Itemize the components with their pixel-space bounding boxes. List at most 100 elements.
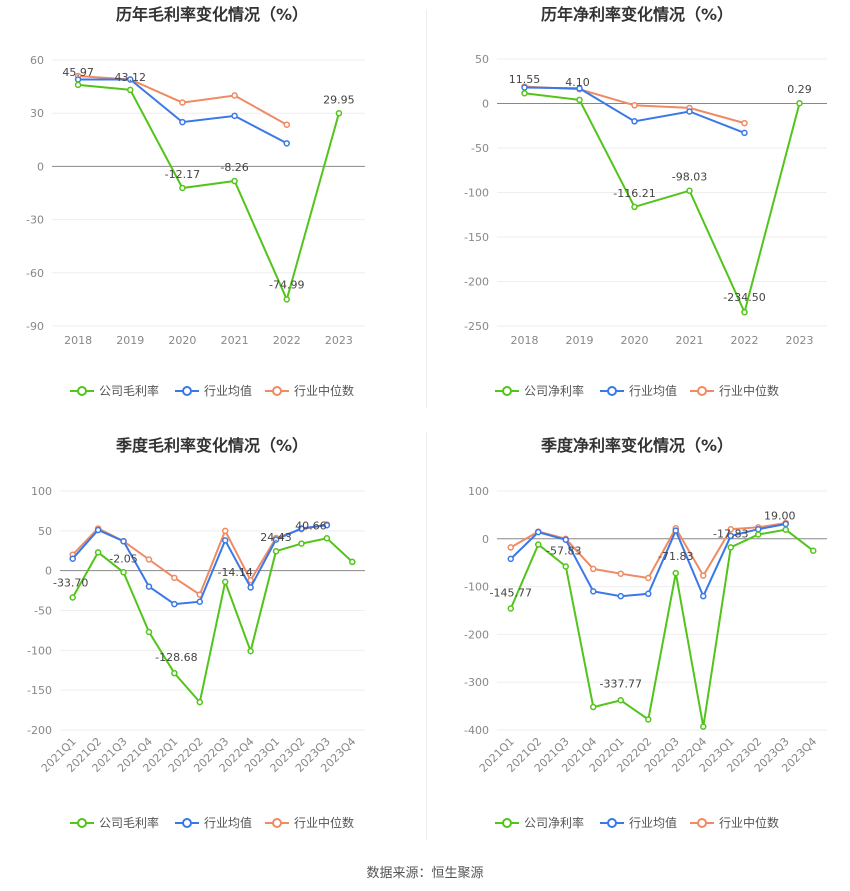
- y-tick-label: -50: [471, 142, 489, 155]
- x-tick-label: 2023: [786, 334, 814, 347]
- chart-title: 历年净利率变化情况（%）: [541, 5, 733, 24]
- data-point: [645, 716, 652, 723]
- data-point: [94, 526, 102, 534]
- data-source-note: 数据来源：恒生聚源: [366, 866, 484, 881]
- data-label: -98.03: [672, 171, 707, 184]
- data-point: [686, 108, 693, 115]
- data-point: [120, 569, 127, 576]
- data-label: 0.29: [787, 83, 812, 96]
- data-label: -12.17: [165, 168, 200, 181]
- x-tick-label: 2022: [731, 334, 759, 347]
- data-point: [247, 647, 254, 655]
- legend-label: 行业中位数: [294, 383, 354, 398]
- data-point: [179, 184, 186, 192]
- annual-gross-margin-chart: 历年毛利率变化情况（%） 60 30 0 -30 -60 -90 2018 2019 2020 20…: [26, 5, 365, 398]
- data-point: [283, 121, 290, 128]
- data-label: 45.97: [62, 66, 94, 79]
- data-point: [171, 600, 178, 608]
- y-tick-label: 0: [482, 533, 489, 546]
- data-point: [127, 76, 134, 83]
- data-point: [69, 594, 76, 601]
- data-point: [727, 532, 734, 540]
- y-tick-label: -150: [464, 231, 489, 244]
- data-point: [272, 547, 280, 555]
- data-point: [74, 81, 82, 89]
- legend-marker: [697, 386, 707, 396]
- data-label: 43.12: [115, 71, 147, 84]
- data-point: [590, 588, 597, 595]
- data-point: [231, 92, 238, 99]
- chart-title: 季度净利率变化情况（%）: [540, 436, 733, 455]
- data-label: -33.70: [53, 577, 88, 590]
- series-line-0: [509, 528, 814, 727]
- data-point: [631, 118, 638, 125]
- data-point: [323, 522, 331, 529]
- data-label: 4.10: [565, 76, 590, 89]
- y-tick-label: 60: [30, 54, 44, 67]
- legend-marker: [272, 818, 282, 828]
- x-tick-label: 2023: [325, 334, 353, 347]
- data-label: -17.83: [713, 527, 748, 540]
- data-point: [576, 96, 583, 104]
- data-point: [521, 89, 528, 97]
- data-label: 40.66: [295, 519, 327, 532]
- y-tick-label: -90: [26, 320, 44, 333]
- data-point: [700, 592, 707, 600]
- legend-marker: [77, 818, 87, 828]
- y-tick-label: -200: [464, 276, 489, 289]
- data-point: [617, 570, 624, 577]
- x-tick-label: 2018: [511, 334, 539, 347]
- data-point: [283, 140, 290, 147]
- legend-marker: [272, 386, 282, 396]
- legend-label: 行业中位数: [294, 815, 354, 830]
- legend-marker: [182, 386, 192, 396]
- data-point: [196, 598, 204, 605]
- data-point: [810, 547, 817, 554]
- data-point: [349, 558, 356, 566]
- y-tick-label: -100: [464, 581, 489, 594]
- data-point: [535, 541, 542, 548]
- data-point: [221, 537, 229, 544]
- data-point: [335, 110, 343, 117]
- quarterly-net-margin-chart: 季度净利率变化情况（%）1000-100-200-300-4002021Q120…: [464, 436, 827, 830]
- y-tick-label: 0: [45, 565, 52, 578]
- x-tick-label: 2018: [64, 334, 92, 347]
- x-tick-label: 2019: [566, 334, 594, 347]
- data-label: -234.50: [723, 291, 765, 304]
- data-point: [145, 628, 153, 636]
- data-point: [796, 99, 803, 107]
- data-point: [700, 572, 707, 579]
- y-tick-label: -100: [464, 187, 489, 200]
- data-point: [755, 525, 762, 533]
- legend-label: 行业均值: [204, 815, 252, 830]
- data-label: -57.83: [546, 544, 581, 557]
- series-line-0: [71, 537, 353, 705]
- data-label: 24.43: [260, 531, 292, 544]
- legend-marker: [607, 386, 617, 396]
- legend-label: 公司毛利率: [99, 383, 159, 398]
- y-tick-label: 50: [475, 53, 489, 66]
- data-point: [507, 544, 514, 551]
- data-point: [686, 187, 693, 194]
- x-tick-label: 2021: [221, 334, 249, 347]
- vertical-divider-bottom: [426, 432, 427, 840]
- data-point: [94, 549, 102, 556]
- legend-label: 公司净利率: [524, 815, 584, 830]
- x-tick-label: 2022: [273, 334, 301, 347]
- data-point: [196, 698, 204, 706]
- legend-label: 公司净利率: [524, 383, 584, 398]
- data-label: -2.05: [109, 552, 137, 565]
- series-line-1: [78, 78, 288, 145]
- data-point: [672, 527, 679, 534]
- data-point: [179, 118, 186, 126]
- data-point: [231, 112, 238, 120]
- data-point: [576, 85, 583, 92]
- y-tick-label: -30: [26, 214, 44, 227]
- data-point: [782, 526, 789, 533]
- y-tick-label: 100: [31, 485, 52, 498]
- data-point: [298, 525, 305, 532]
- data-label: -128.68: [155, 651, 197, 664]
- data-point: [590, 703, 597, 711]
- data-label: 19.00: [764, 510, 796, 523]
- data-point: [645, 590, 652, 598]
